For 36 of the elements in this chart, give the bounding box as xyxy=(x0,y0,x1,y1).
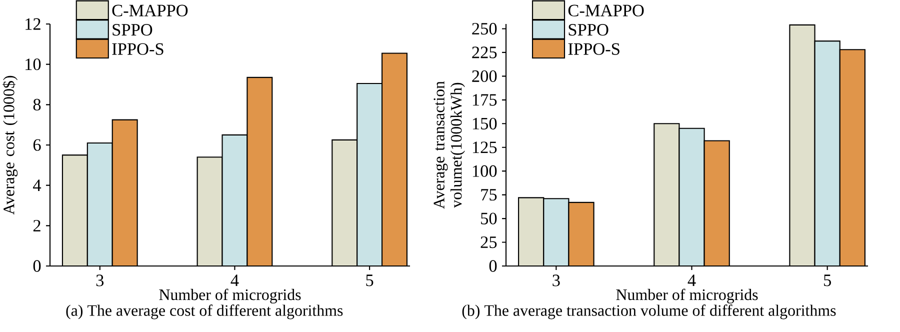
y-tick-label: 25 xyxy=(480,236,497,248)
y-tick-label: 200 xyxy=(472,70,497,82)
legend-label: C-MAPPO xyxy=(568,4,644,16)
x-tick-label: 3 xyxy=(96,274,104,286)
y-tick-label: 125 xyxy=(472,142,497,154)
y-tick-label: 250 xyxy=(472,22,497,35)
x-tick-label: 5 xyxy=(824,274,831,286)
x-tick-label: 3 xyxy=(552,274,560,286)
legend-label: C-MAPPO xyxy=(112,4,188,16)
legend-label: SPPO xyxy=(568,24,608,36)
x-tick-label: 4 xyxy=(688,274,696,286)
y-tick-label: 225 xyxy=(472,46,497,58)
y-tick-label: 8 xyxy=(33,98,41,110)
y-tick-label: 75 xyxy=(481,189,497,201)
y-tick-label: 100 xyxy=(472,165,497,177)
y-tick-label: 50 xyxy=(481,212,497,224)
y-tick-label: 0 xyxy=(33,260,41,272)
y-tick-label: 6 xyxy=(33,139,41,151)
y-axis-title: Average transaction volumet(1000kWh) xyxy=(434,81,465,209)
text: (b) The average transaction volume of different algorithms xyxy=(462,304,836,320)
y-tick-label: 2 xyxy=(33,220,40,232)
y-tick-label: 150 xyxy=(472,118,497,130)
x-axis-title: Number of microgrids xyxy=(616,288,758,304)
y-tick-label: 10 xyxy=(26,58,41,70)
legend-label: IPPO-S xyxy=(112,43,164,55)
text: (a) The average cost of different algorithms xyxy=(66,304,343,320)
y-tick-label: 0 xyxy=(489,260,497,272)
y-tick-label: 4 xyxy=(33,180,42,192)
x-axis-title: Number of microgrids xyxy=(159,288,301,304)
y-tick-label: 12 xyxy=(26,18,40,30)
x-tick-label: 5 xyxy=(366,274,374,286)
legend-label: SPPO xyxy=(112,24,152,36)
legend-label: IPPO-S xyxy=(568,43,620,55)
y-axis-title: Average cost (1000$) xyxy=(2,76,18,215)
x-tick-label: 4 xyxy=(230,274,239,286)
y-tick-label: 175 xyxy=(472,94,497,106)
